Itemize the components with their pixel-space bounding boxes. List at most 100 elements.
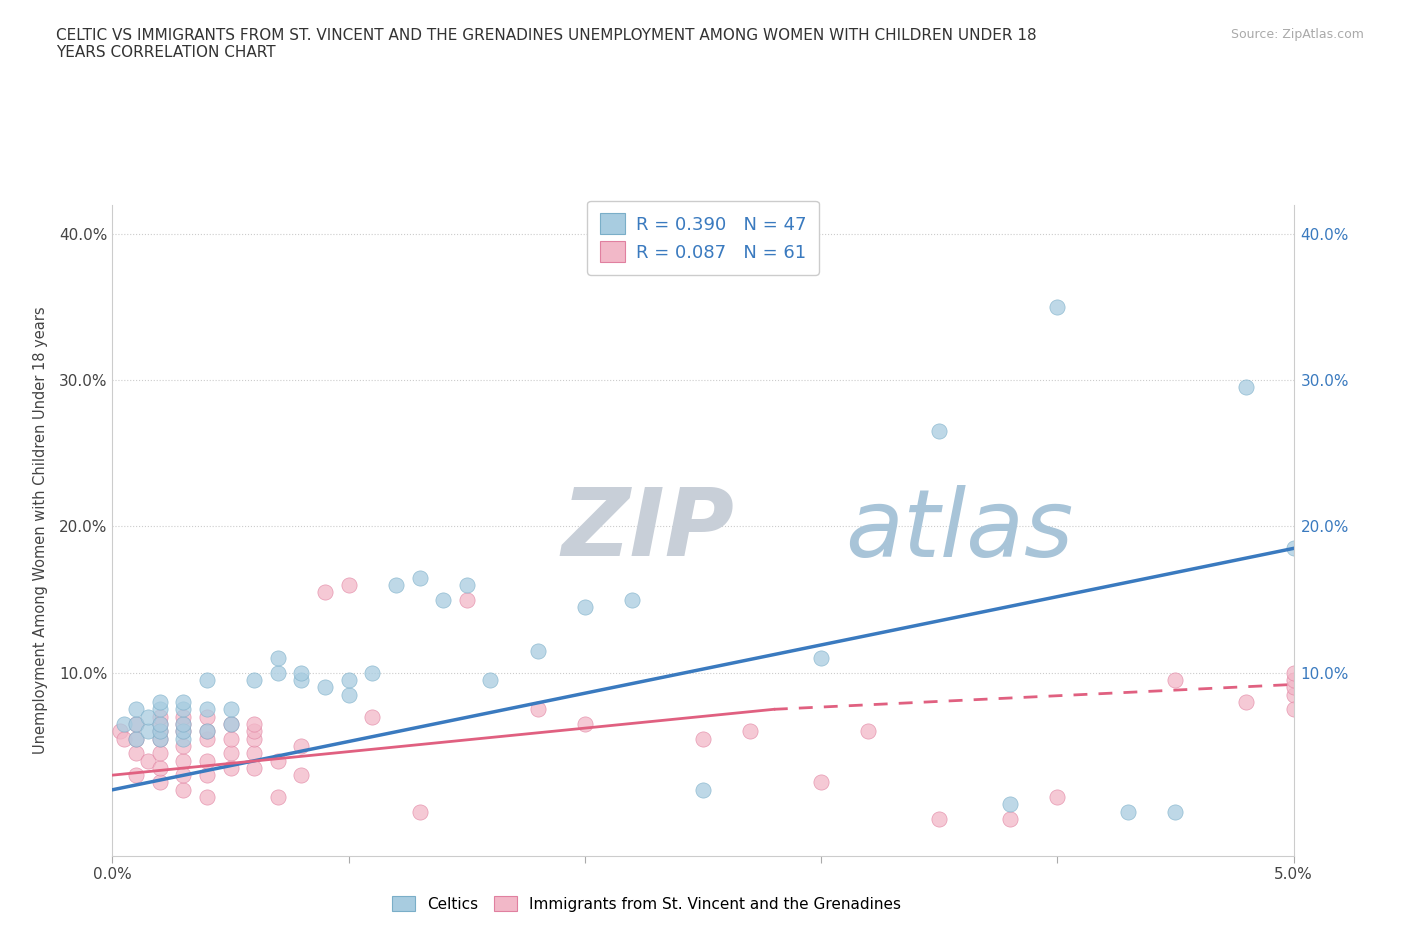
Point — [314, 680, 336, 695]
Point — [574, 716, 596, 731]
Point — [195, 753, 218, 768]
Point — [692, 731, 714, 746]
Point — [172, 782, 194, 797]
Point — [112, 716, 135, 731]
Point — [290, 767, 312, 782]
Point — [1282, 672, 1305, 687]
Point — [172, 695, 194, 710]
Point — [172, 724, 194, 738]
Point — [195, 702, 218, 717]
Point — [1282, 665, 1305, 680]
Point — [219, 761, 242, 776]
Point — [149, 724, 172, 738]
Point — [267, 753, 290, 768]
Point — [574, 600, 596, 615]
Point — [692, 782, 714, 797]
Point — [361, 665, 384, 680]
Point — [125, 702, 148, 717]
Point — [149, 710, 172, 724]
Point — [125, 746, 148, 761]
Point — [149, 731, 172, 746]
Point — [928, 424, 950, 439]
Point — [267, 790, 290, 804]
Point — [526, 644, 548, 658]
Point — [810, 651, 832, 666]
Legend: R = 0.390   N = 47, R = 0.087   N = 61: R = 0.390 N = 47, R = 0.087 N = 61 — [588, 201, 818, 275]
Point — [172, 716, 194, 731]
Point — [408, 570, 430, 585]
Point — [243, 724, 266, 738]
Point — [243, 761, 266, 776]
Point — [621, 592, 644, 607]
Point — [136, 724, 159, 738]
Point — [385, 578, 408, 592]
Point — [1234, 695, 1257, 710]
Point — [172, 767, 194, 782]
Point — [149, 724, 172, 738]
Point — [858, 724, 880, 738]
Point — [267, 651, 290, 666]
Point — [998, 812, 1021, 827]
Text: Source: ZipAtlas.com: Source: ZipAtlas.com — [1230, 28, 1364, 41]
Point — [290, 665, 312, 680]
Point — [337, 672, 360, 687]
Point — [1282, 687, 1305, 702]
Point — [136, 710, 159, 724]
Point — [172, 731, 194, 746]
Point — [337, 578, 360, 592]
Point — [219, 746, 242, 761]
Point — [149, 761, 172, 776]
Point — [456, 578, 478, 592]
Text: CELTIC VS IMMIGRANTS FROM ST. VINCENT AND THE GRENADINES UNEMPLOYMENT AMONG WOME: CELTIC VS IMMIGRANTS FROM ST. VINCENT AN… — [56, 28, 1036, 60]
Point — [172, 702, 194, 717]
Point — [149, 695, 172, 710]
Point — [1282, 680, 1305, 695]
Text: ZIP: ZIP — [561, 485, 734, 576]
Point — [219, 731, 242, 746]
Point — [1164, 672, 1187, 687]
Point — [149, 716, 172, 731]
Point — [172, 710, 194, 724]
Point — [172, 716, 194, 731]
Point — [195, 767, 218, 782]
Y-axis label: Unemployment Among Women with Children Under 18 years: Unemployment Among Women with Children U… — [32, 306, 48, 754]
Point — [172, 724, 194, 738]
Point — [219, 702, 242, 717]
Text: atlas: atlas — [845, 485, 1073, 576]
Point — [125, 767, 148, 782]
Point — [432, 592, 454, 607]
Point — [290, 738, 312, 753]
Point — [267, 665, 290, 680]
Point — [408, 804, 430, 819]
Point — [125, 731, 148, 746]
Point — [149, 716, 172, 731]
Point — [1282, 702, 1305, 717]
Point — [149, 731, 172, 746]
Point — [740, 724, 762, 738]
Point — [149, 746, 172, 761]
Point — [195, 731, 218, 746]
Point — [479, 672, 502, 687]
Point — [1116, 804, 1139, 819]
Point — [219, 716, 242, 731]
Point — [112, 731, 135, 746]
Point — [1046, 299, 1069, 314]
Point — [1282, 541, 1305, 556]
Point — [195, 724, 218, 738]
Point — [243, 672, 266, 687]
Point — [290, 672, 312, 687]
Point — [928, 812, 950, 827]
Point — [526, 702, 548, 717]
Point — [195, 790, 218, 804]
Point — [314, 585, 336, 600]
Point — [219, 716, 242, 731]
Point — [195, 672, 218, 687]
Legend: Celtics, Immigrants from St. Vincent and the Grenadines: Celtics, Immigrants from St. Vincent and… — [387, 889, 907, 918]
Point — [243, 746, 266, 761]
Point — [172, 753, 194, 768]
Point — [1046, 790, 1069, 804]
Point — [125, 731, 148, 746]
Point — [456, 592, 478, 607]
Point — [149, 702, 172, 717]
Point — [136, 753, 159, 768]
